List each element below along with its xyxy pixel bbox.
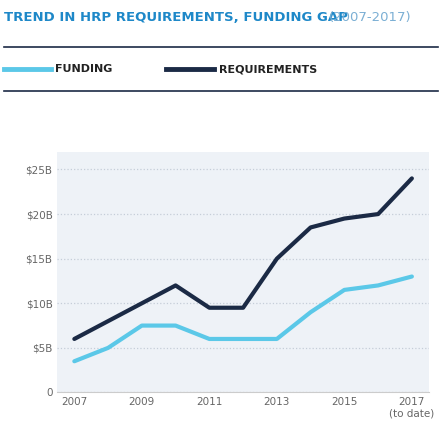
Text: REQUIREMENTS: REQUIREMENTS: [219, 64, 317, 74]
Text: TREND IN HRP REQUIREMENTS, FUNDING GAP: TREND IN HRP REQUIREMENTS, FUNDING GAP: [4, 11, 348, 24]
Text: FUNDING: FUNDING: [55, 64, 113, 74]
Text: (2007-2017): (2007-2017): [329, 11, 412, 24]
